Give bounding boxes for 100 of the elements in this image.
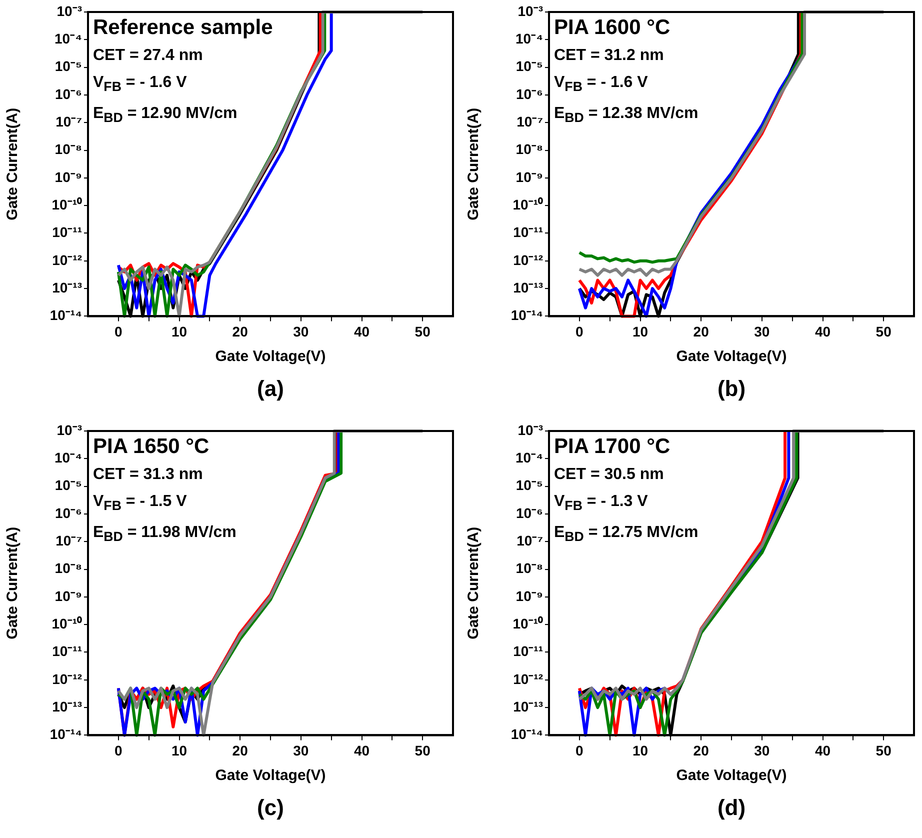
annotation: CET = 27.4 nm — [93, 46, 204, 66]
x-tick-label: 0 — [576, 742, 584, 758]
y-tick-label: 10⁻⁶ — [54, 86, 82, 102]
chart-title: PIA 1650 °C — [93, 434, 210, 460]
y-tick-label: 10⁻¹³ — [513, 698, 544, 714]
y-axis-title: Gate Current(A) — [4, 526, 22, 640]
x-axis-title: Gate Voltage(V) — [215, 348, 326, 366]
y-axis-title: Gate Current(A) — [465, 526, 482, 640]
y-axis-title: Gate Current(A) — [465, 108, 482, 220]
text: (c) — [256, 795, 285, 821]
y-tick-label: 10⁻¹⁰ — [52, 615, 82, 632]
x-tick-label: 20 — [693, 323, 710, 340]
y-tick-label: 10⁻¹³ — [52, 698, 82, 714]
y-tick-label: 10⁻⁹ — [54, 588, 82, 604]
y-tick-label: 10⁻⁹ — [516, 588, 543, 604]
y-tick-label: 10⁻¹² — [52, 252, 82, 268]
y-tick-label: 10⁻⁹ — [516, 168, 543, 185]
x-tick-label: 0 — [576, 323, 584, 340]
y-tick-label: 10⁻⁶ — [516, 86, 543, 102]
x-tick-label: 10 — [632, 742, 648, 758]
y-tick-label: 10⁻⁸ — [54, 141, 82, 158]
y-tick-label: 10⁻⁶ — [516, 504, 543, 521]
text: (b) — [716, 376, 747, 402]
y-tick-label: 10⁻¹¹ — [513, 224, 544, 240]
y-tick-label: 10⁻³ — [518, 2, 544, 19]
y-tick-label: 10⁻⁷ — [516, 113, 544, 130]
y-tick-label: 10⁻⁴ — [516, 450, 544, 466]
y-tick-label: 10⁻¹¹ — [52, 224, 82, 240]
x-axis-title: Gate Voltage(V) — [215, 767, 326, 784]
y-tick-label: 10⁻⁷ — [56, 532, 82, 548]
y-tick-label: 10⁻⁷ — [516, 532, 544, 548]
y-tick-label: 10⁻¹² — [513, 252, 544, 268]
x-tick-label: 30 — [293, 323, 309, 340]
text: (a) — [256, 376, 285, 402]
y-tick-label: 10⁻³ — [56, 2, 82, 19]
y-tick-label: 10⁻¹⁰ — [512, 196, 543, 212]
x-tick-label: 50 — [414, 323, 431, 340]
y-tick-label: 10⁻¹⁴ — [50, 726, 82, 742]
y-axis-title: Gate Current(A) — [4, 108, 22, 220]
x-tick-label: 30 — [754, 323, 770, 340]
x-tick-label: 20 — [693, 742, 710, 758]
y-tick-label: 10⁻⁵ — [54, 58, 82, 74]
chart-title: PIA 1600 °C — [554, 15, 672, 41]
y-tick-label: 10⁻⁵ — [54, 477, 82, 494]
y-tick-label: 10⁻⁶ — [54, 504, 82, 521]
y-tick-label: 10⁻⁸ — [516, 560, 543, 576]
annotation: CET = 31.2 nm — [554, 46, 665, 66]
y-tick-label: 10⁻¹³ — [513, 279, 544, 296]
annotation: E$_{BD}$ = 12.75 MV/cm — [554, 523, 698, 546]
y-tick-label: 10⁻⁵ — [516, 477, 543, 494]
annotation: V$_{FB}$ = - 1.6 V — [93, 73, 188, 96]
y-tick-label: 10⁻¹¹ — [513, 643, 544, 660]
y-tick-label: 10⁻¹⁴ — [510, 726, 544, 742]
y-tick-label: 10⁻⁹ — [54, 168, 82, 185]
chart-title: PIA 1700 °C — [554, 434, 672, 460]
x-tick-label: 10 — [632, 323, 648, 340]
y-tick-label: 10⁻¹³ — [52, 279, 82, 296]
annotation: E$_{BD}$ = 12.90 MV/cm — [93, 104, 238, 128]
x-tick-label: 50 — [876, 742, 892, 758]
annotation: E$_{BD}$ = 12.38 MV/cm — [554, 104, 698, 128]
annotation: V$_{FB}$ = - 1.6 V — [554, 73, 649, 96]
x-tick-label: 20 — [232, 323, 248, 340]
y-tick-label: 10⁻¹¹ — [52, 643, 82, 660]
x-tick-label: 10 — [171, 323, 188, 340]
y-tick-label: 10⁻⁸ — [54, 560, 82, 576]
y-tick-label: 10⁻³ — [56, 422, 82, 438]
x-tick-label: 10 — [171, 742, 188, 758]
x-tick-label: 20 — [232, 742, 248, 758]
y-tick-label: 10⁻⁴ — [54, 450, 82, 466]
y-tick-label: 10⁻⁸ — [516, 141, 543, 158]
x-tick-label: 40 — [814, 323, 831, 340]
annotation: V$_{FB}$ = - 1.3 V — [554, 492, 649, 516]
y-tick-label: 10⁻¹⁴ — [510, 307, 544, 324]
x-axis-title: Gate Voltage(V) — [676, 348, 787, 366]
annotation: E$_{BD}$ = 11.98 MV/cm — [93, 523, 236, 546]
y-tick-label: 10⁻¹⁰ — [52, 196, 82, 212]
y-tick-label: 10⁻¹² — [52, 670, 82, 687]
x-tick-label: 30 — [754, 742, 770, 758]
x-tick-label: 50 — [414, 742, 431, 758]
y-tick-label: 10⁻³ — [518, 422, 544, 438]
x-tick-label: 30 — [293, 742, 309, 758]
text: (d) — [716, 795, 747, 821]
chart-title: Reference sample — [93, 15, 273, 41]
x-tick-label: 50 — [876, 323, 892, 340]
y-tick-label: 10⁻⁴ — [516, 30, 544, 47]
y-tick-label: 10⁻¹² — [513, 670, 544, 687]
x-tick-label: 40 — [814, 742, 831, 758]
y-tick-label: 10⁻⁵ — [516, 58, 543, 74]
x-tick-label: 40 — [354, 742, 370, 758]
y-tick-label: 10⁻⁴ — [54, 30, 82, 47]
annotation: CET = 30.5 nm — [554, 465, 665, 485]
annotation: CET = 31.3 nm — [93, 465, 204, 485]
x-tick-label: 40 — [354, 323, 370, 340]
x-tick-label: 0 — [114, 742, 123, 758]
x-tick-label: 0 — [114, 323, 123, 340]
y-tick-label: 10⁻⁷ — [56, 113, 82, 130]
y-tick-label: 10⁻¹⁰ — [512, 615, 543, 632]
annotation: V$_{FB}$ = - 1.5 V — [93, 492, 188, 516]
x-axis-title: Gate Voltage(V) — [676, 767, 787, 784]
y-tick-label: 10⁻¹⁴ — [50, 307, 82, 324]
